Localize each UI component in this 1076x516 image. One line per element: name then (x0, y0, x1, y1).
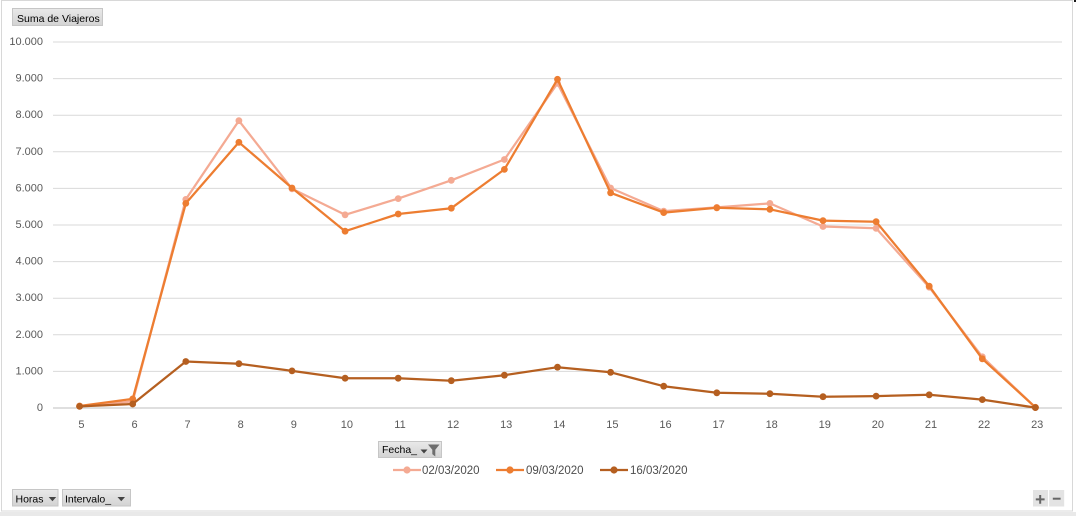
svg-text:8.000: 8.000 (15, 109, 43, 121)
svg-text:Fecha_: Fecha_ (382, 444, 417, 456)
svg-text:11: 11 (394, 419, 405, 431)
svg-text:16/03/2020: 16/03/2020 (630, 465, 688, 477)
svg-text:3.000: 3.000 (15, 292, 43, 304)
svg-text:21: 21 (925, 419, 937, 431)
svg-text:7: 7 (185, 419, 191, 431)
svg-text:14: 14 (553, 419, 565, 431)
svg-text:Horas: Horas (16, 494, 44, 506)
svg-text:17: 17 (712, 419, 724, 431)
svg-text:12: 12 (447, 419, 459, 431)
svg-text:15: 15 (606, 419, 618, 431)
svg-text:7.000: 7.000 (15, 146, 43, 158)
svg-text:10.000: 10.000 (9, 36, 43, 48)
svg-text:02/03/2020: 02/03/2020 (422, 465, 480, 477)
svg-text:13: 13 (500, 419, 512, 431)
svg-text:23: 23 (1031, 419, 1043, 431)
svg-text:Intervalo_: Intervalo_ (65, 494, 111, 506)
svg-text:4.000: 4.000 (15, 256, 43, 268)
svg-text:10: 10 (341, 419, 353, 431)
svg-text:8: 8 (238, 419, 244, 431)
svg-text:18: 18 (766, 419, 778, 431)
svg-text:5: 5 (78, 419, 84, 431)
svg-text:9: 9 (291, 419, 297, 431)
svg-text:Suma de Viajeros: Suma de Viajeros (17, 13, 100, 25)
svg-text:09/03/2020: 09/03/2020 (526, 465, 584, 477)
svg-text:6.000: 6.000 (15, 182, 43, 194)
svg-text:16: 16 (659, 419, 671, 431)
svg-text:1.000: 1.000 (15, 365, 43, 377)
svg-text:6: 6 (131, 419, 137, 431)
svg-text:2.000: 2.000 (15, 329, 43, 341)
svg-text:22: 22 (978, 419, 990, 431)
svg-text:20: 20 (872, 419, 884, 431)
svg-text:19: 19 (819, 419, 831, 431)
svg-text:5.000: 5.000 (15, 219, 43, 231)
svg-text:0: 0 (37, 402, 43, 414)
svg-text:9.000: 9.000 (15, 73, 43, 85)
